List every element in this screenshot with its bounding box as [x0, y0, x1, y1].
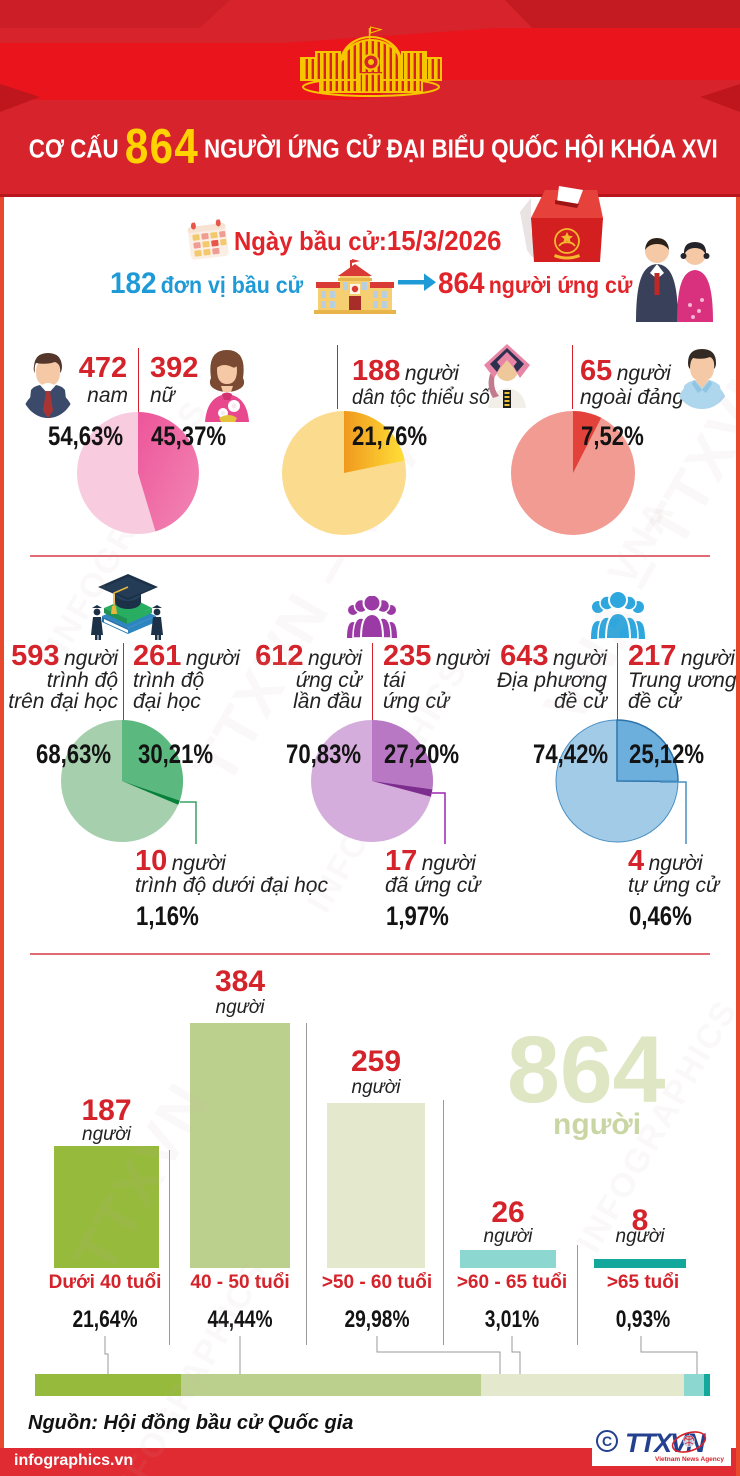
- svg-text:Vietnam News Agency: Vietnam News Agency: [655, 1456, 724, 1463]
- svg-text:C: C: [602, 1433, 612, 1449]
